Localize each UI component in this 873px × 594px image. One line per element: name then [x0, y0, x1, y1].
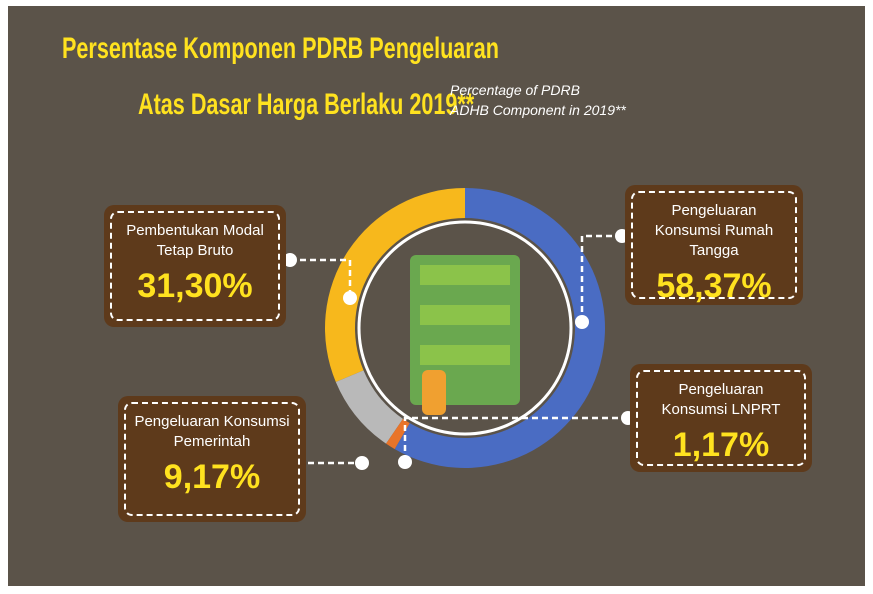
label-box: Pengeluaran Konsumsi Pemerintah 9,17%: [118, 396, 306, 522]
category-label: Pembentukan Modal Tetap Bruto: [118, 221, 272, 261]
category-label: Pengeluaran Konsumsi Rumah Tangga: [639, 201, 789, 261]
value-label: 31,30%: [118, 267, 272, 306]
label-box: Pengeluaran Konsumsi LNPRT 1,17%: [630, 364, 812, 472]
value-label: 9,17%: [132, 458, 292, 497]
value-label: 58,37%: [639, 267, 789, 306]
label-box: Pembentukan Modal Tetap Bruto 31,30%: [104, 205, 286, 327]
page: Persentase Komponen PDRB Pengeluaran Ata…: [0, 0, 873, 594]
label-box: Pengeluaran Konsumsi Rumah Tangga 58,37%: [625, 185, 803, 305]
label-box-inner: Pengeluaran Konsumsi LNPRT 1,17%: [636, 370, 806, 466]
money-stack: [410, 255, 520, 415]
value-label: 1,17%: [644, 426, 798, 465]
label-box-inner: Pembentukan Modal Tetap Bruto 31,30%: [110, 211, 280, 321]
label-box-inner: Pengeluaran Konsumsi Pemerintah 9,17%: [124, 402, 300, 516]
category-label: Pengeluaran Konsumsi LNPRT: [644, 380, 798, 420]
category-label: Pengeluaran Konsumsi Pemerintah: [132, 412, 292, 452]
